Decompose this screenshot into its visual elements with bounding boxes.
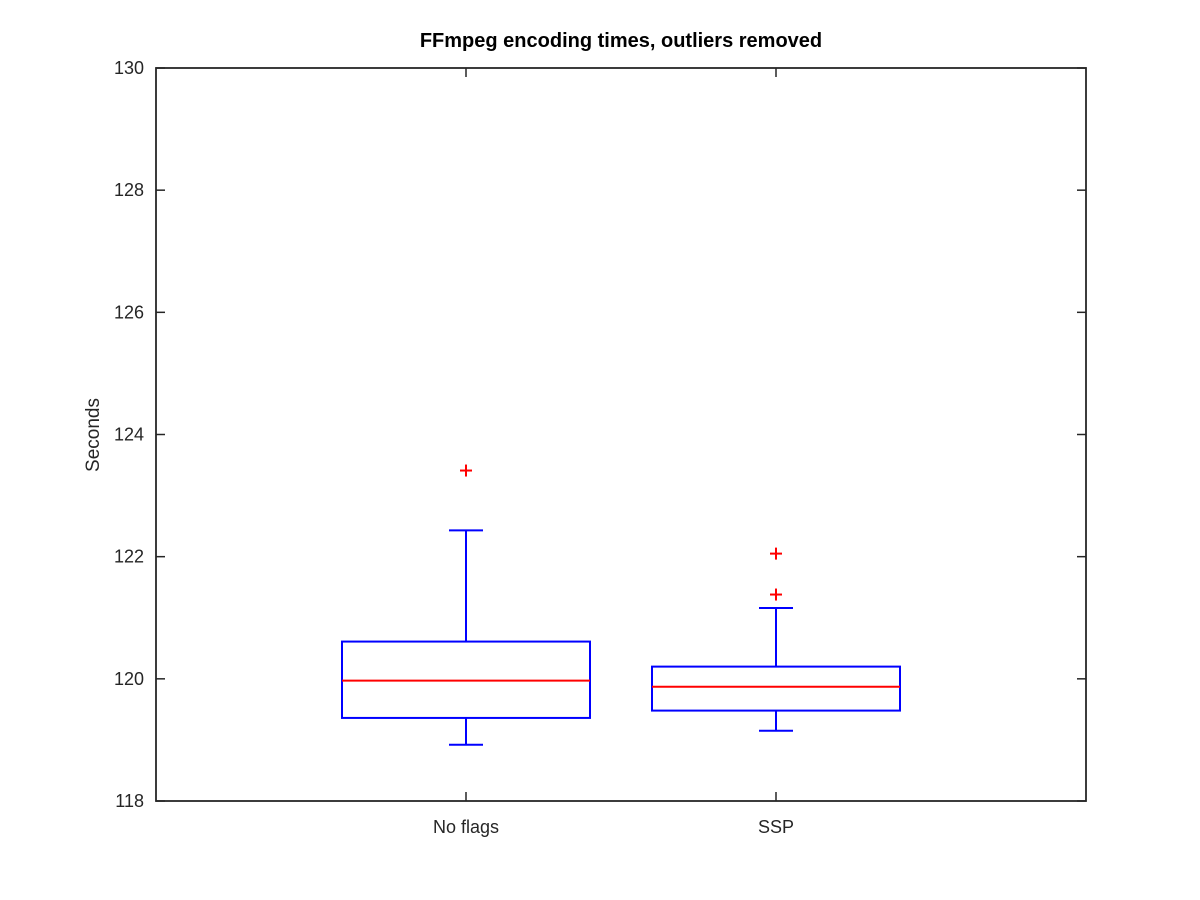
x-tick-label: No flags — [433, 817, 499, 837]
chart-title: FFmpeg encoding times, outliers removed — [420, 30, 822, 52]
y-tick-label: 128 — [114, 180, 144, 200]
box-iqr — [651, 665, 901, 712]
x-tick-label: SSP — [758, 817, 794, 837]
y-tick-label: 122 — [114, 547, 144, 567]
y-tick-label: 124 — [114, 425, 144, 445]
y-axis-label: Seconds — [83, 398, 104, 472]
outlier-marker — [460, 464, 472, 477]
outlier-marker — [770, 547, 782, 560]
y-tick-label: 120 — [114, 669, 144, 689]
y-tick-label: 130 — [114, 58, 144, 78]
plot-frame — [155, 67, 1087, 802]
y-tick-label: 118 — [115, 791, 144, 811]
y-tick-label: 126 — [114, 302, 144, 322]
plot-area: 118 120 122 124 126 128 130 No flags SSP — [114, 58, 1087, 837]
outlier-marker — [770, 588, 782, 601]
